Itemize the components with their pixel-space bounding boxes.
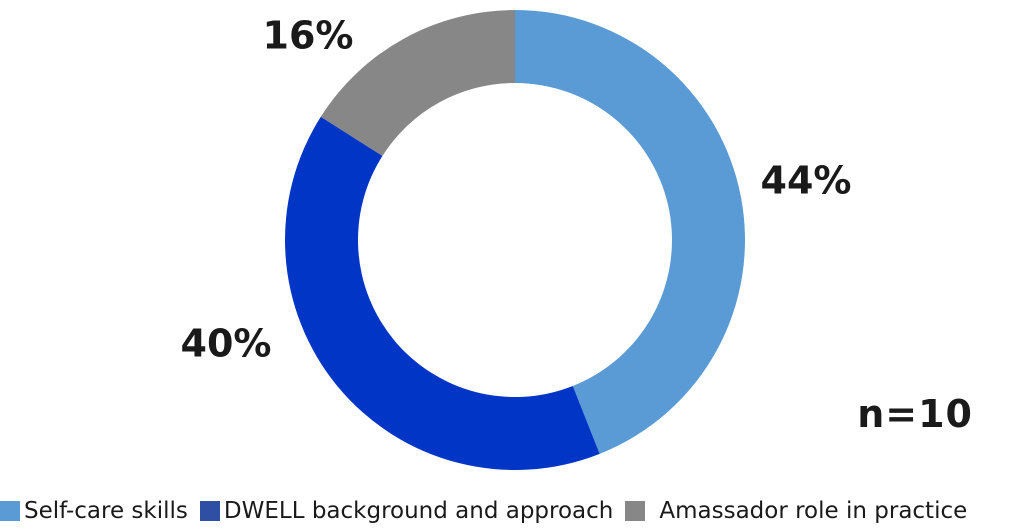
- legend-item-amassador-role: Amassador role in practice: [625, 498, 967, 524]
- sample-size-annotation: n=10: [857, 392, 973, 436]
- legend-label-amassador-role: Amassador role in practice: [659, 498, 968, 524]
- chart-legend: Self-care skills DWELL background and ap…: [0, 496, 1019, 526]
- legend-item-dwell-background: DWELL background and approach: [199, 498, 614, 524]
- donut-slice-3: [320, 10, 515, 156]
- data-label-3: 16%: [263, 14, 354, 58]
- data-label-2: 40%: [181, 322, 272, 366]
- donut-slice-1: [515, 10, 745, 454]
- legend-label-dwell-background: DWELL background and approach: [223, 498, 614, 524]
- donut-chart: 44% 40% 16%: [181, 10, 852, 471]
- legend-item-self-care-skills: Self-care skills: [0, 498, 188, 524]
- legend-swatch-dwell-background: [199, 501, 220, 521]
- donut-slice-2: [285, 116, 600, 471]
- donut-chart-svg: 44% 40% 16%: [181, 10, 852, 471]
- legend-swatch-amassador-role: [625, 501, 646, 521]
- legend-swatch-self-care-skills: [0, 501, 20, 521]
- legend-label-self-care-skills: Self-care skills: [24, 498, 188, 524]
- data-label-1: 44%: [761, 159, 852, 203]
